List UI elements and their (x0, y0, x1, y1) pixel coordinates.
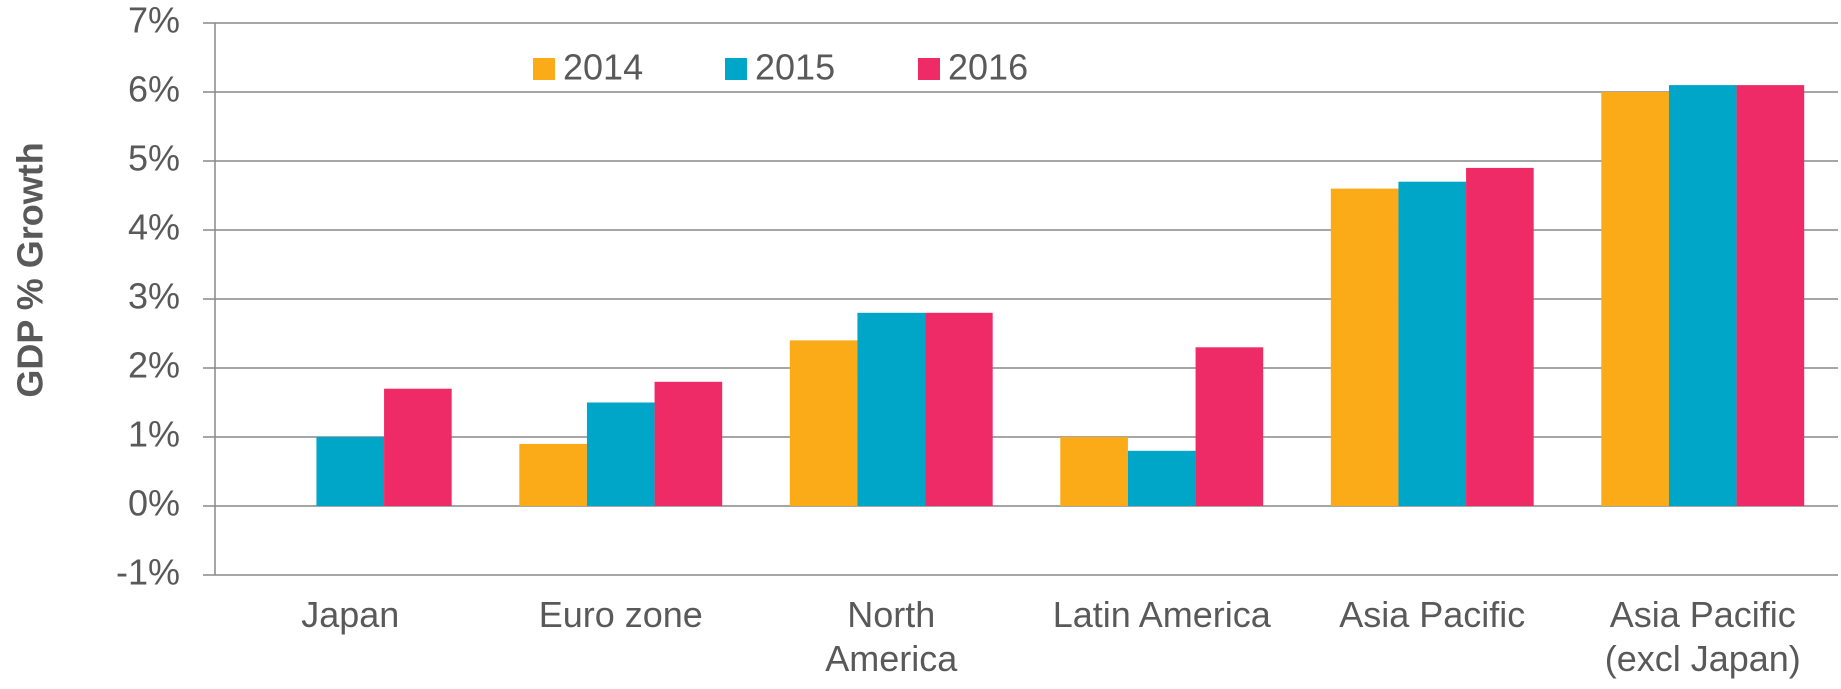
bar (1330, 188, 1399, 506)
y-tick-label: 3% (128, 276, 180, 317)
bar (1668, 85, 1737, 506)
bar (1736, 85, 1805, 506)
y-tick-label: 4% (128, 207, 180, 248)
y-tick-label: 5% (128, 138, 180, 179)
bar (789, 340, 858, 506)
y-tick-label: -1% (116, 552, 180, 593)
bar (1601, 92, 1669, 506)
bar (1060, 437, 1128, 506)
x-tick-label: Latin America (1052, 594, 1271, 635)
bar (857, 312, 926, 506)
x-tick-label: Japan (301, 594, 400, 635)
bar (1398, 181, 1467, 506)
legend-swatch (725, 58, 747, 80)
y-tick-label: 6% (128, 69, 180, 110)
bar (384, 388, 452, 506)
bar (654, 381, 723, 506)
bar (1466, 167, 1534, 506)
legend-label: 2014 (563, 47, 643, 88)
bar (519, 443, 587, 506)
legend-swatch (533, 58, 555, 80)
legend-swatch (918, 58, 940, 80)
bar (1127, 450, 1196, 506)
legend-label: 2016 (948, 47, 1028, 88)
x-tick-label: Euro zone (538, 594, 703, 635)
bar (586, 402, 655, 506)
bar (925, 312, 993, 506)
x-tick-label: North America (825, 594, 958, 679)
y-tick-label: 2% (128, 345, 180, 386)
legend-label: 2015 (755, 47, 835, 88)
y-tick-label: 1% (128, 414, 180, 455)
bar (1195, 347, 1264, 506)
x-tick-label: Asia Pacific (excl Japan) (1604, 594, 1801, 679)
y-tick-label: 7% (128, 0, 180, 41)
bar (316, 437, 385, 506)
y-axis-title: GDP % Growth (10, 142, 51, 397)
y-tick-label: 0% (128, 483, 180, 524)
x-tick-label: Asia Pacific (1339, 594, 1526, 635)
